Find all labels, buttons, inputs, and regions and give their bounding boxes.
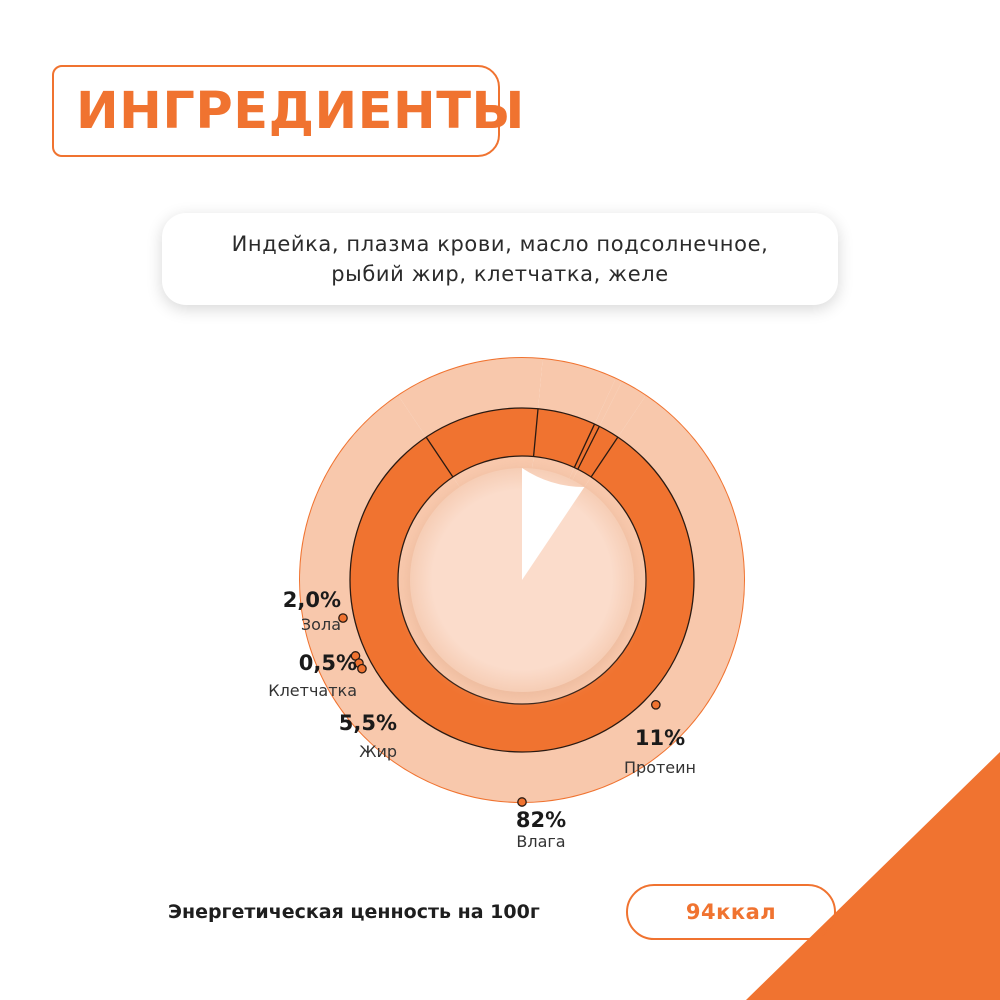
ingredients-card: Индейка, плазма крови, масло подсолнечно… bbox=[162, 213, 838, 305]
ring-outline-outer bbox=[349, 407, 695, 753]
category-label: Влага bbox=[516, 832, 565, 851]
value-label: 5,5% bbox=[339, 711, 397, 735]
ring-separator bbox=[573, 423, 596, 468]
ingredients-line-2: рыбий жир, клетчатка, желе bbox=[331, 262, 669, 286]
ring-separator bbox=[425, 436, 454, 478]
category-label: Протеин bbox=[624, 758, 696, 777]
marker-dot bbox=[357, 663, 367, 674]
energy-value: 94ккал bbox=[685, 900, 777, 924]
accent-ring bbox=[350, 408, 694, 752]
ring-separator bbox=[590, 436, 619, 478]
category-label: Клетчатка bbox=[268, 681, 357, 700]
category-label: Жир bbox=[359, 742, 397, 761]
marker-dot bbox=[650, 699, 661, 710]
energy-label: Энергетическая ценность на 100г bbox=[168, 901, 540, 923]
chart-layer: 82%Влага 11% Протеин 5,5% Жир 0,5% Клетчатка 2,… bbox=[268, 357, 745, 851]
value-label: 82% bbox=[516, 808, 566, 832]
ingredients-text: Индейка, плазма крови, масло подсолнечно… bbox=[232, 229, 769, 289]
energy-badge: 94ккал bbox=[626, 884, 836, 940]
ingredients-line-1: Индейка, плазма крови, масло подсолнечно… bbox=[231, 232, 769, 256]
title-frame bbox=[52, 65, 500, 157]
page-title: ИНГРЕДИЕНТЫ bbox=[76, 82, 525, 141]
marker-dot bbox=[517, 797, 527, 807]
category-label: Зола bbox=[301, 615, 341, 634]
value-label: 0,5% bbox=[299, 651, 357, 675]
marker-dot bbox=[338, 613, 348, 623]
value-label: 11% bbox=[635, 726, 685, 750]
value-label: 2,0% bbox=[283, 588, 341, 612]
ring-separator bbox=[577, 426, 600, 470]
center-gap-sector bbox=[522, 468, 585, 580]
ring-outline-inner bbox=[397, 455, 647, 705]
ring-separator bbox=[532, 408, 539, 457]
